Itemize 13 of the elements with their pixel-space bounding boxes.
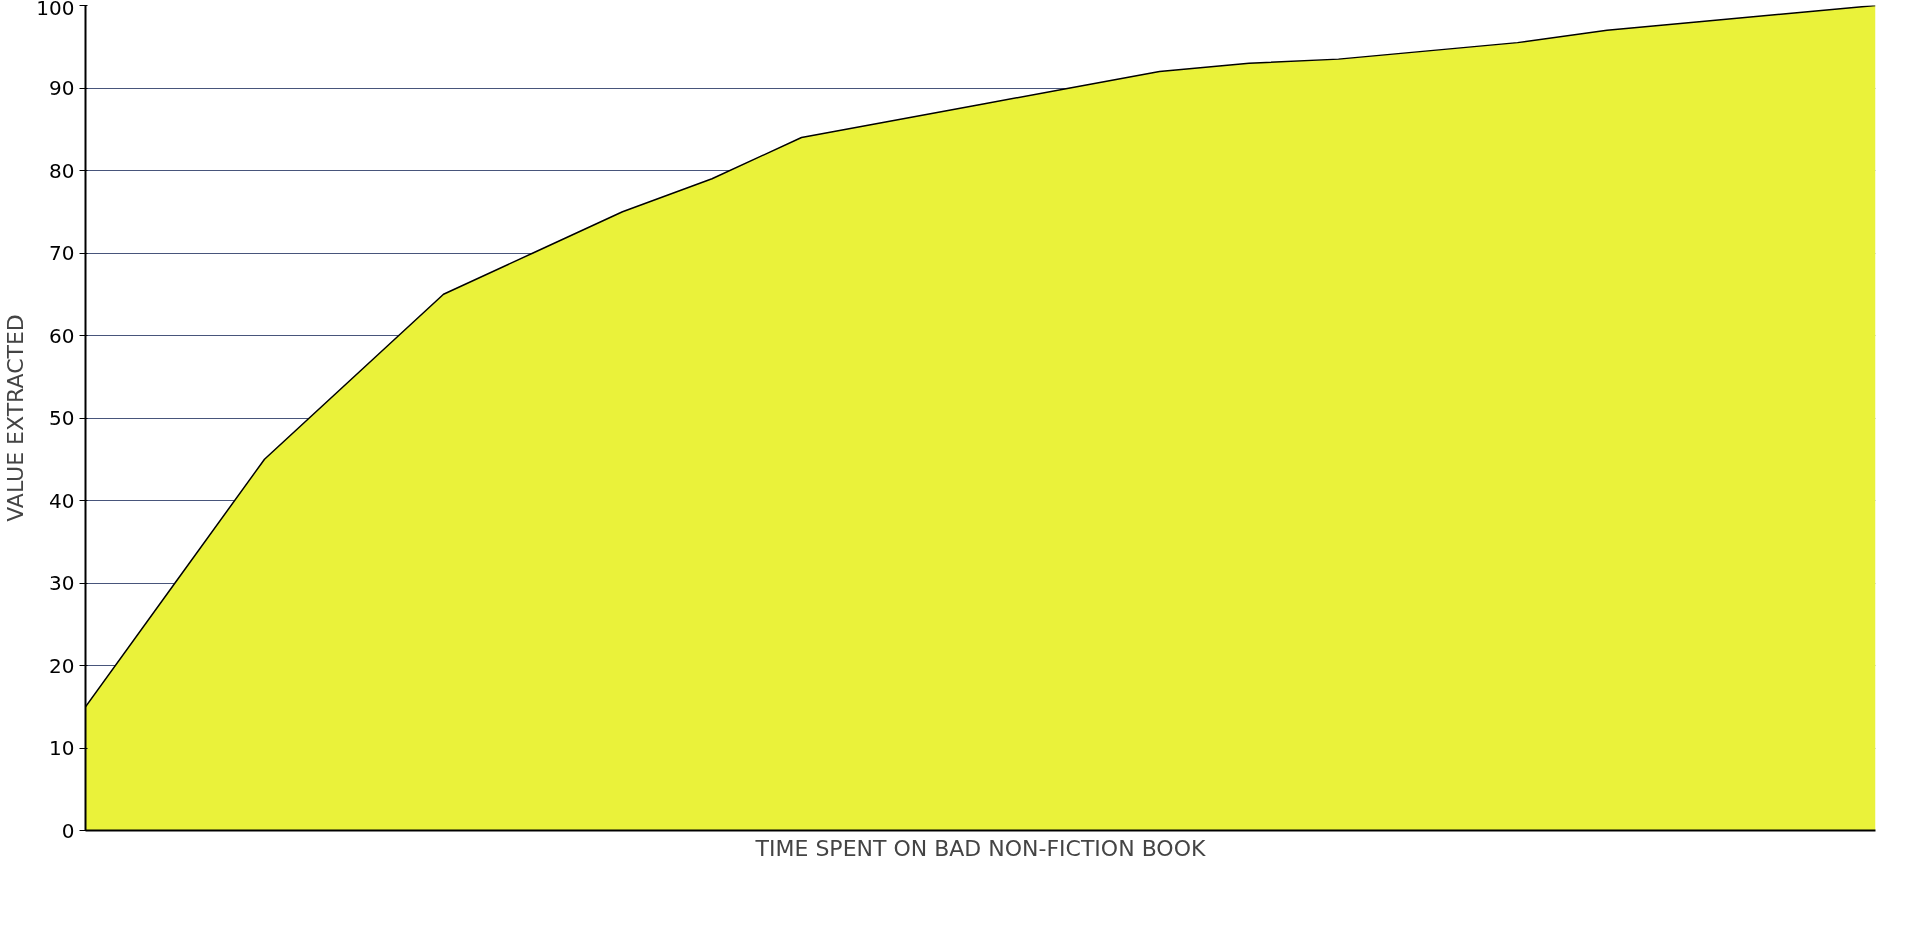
y-tick-label: 70 [49,241,75,265]
y-tick-label: 20 [49,653,75,678]
y-tick-label: 10 [49,736,75,760]
y-tick-label: 80 [49,158,75,183]
y-tick-label: 60 [49,323,75,348]
y-tick-label: 90 [49,76,75,100]
y-tick-label: 50 [49,406,75,430]
y-axis-title: VALUE EXTRACTED [3,314,29,522]
y-tick-label: 40 [49,488,75,513]
y-tick-label: 100 [36,0,75,20]
y-tick-label: 0 [61,818,75,843]
x-axis-title: TIME SPENT ON BAD NON-FICTION BOOK [754,835,1206,861]
y-tick-label: 30 [49,571,75,595]
